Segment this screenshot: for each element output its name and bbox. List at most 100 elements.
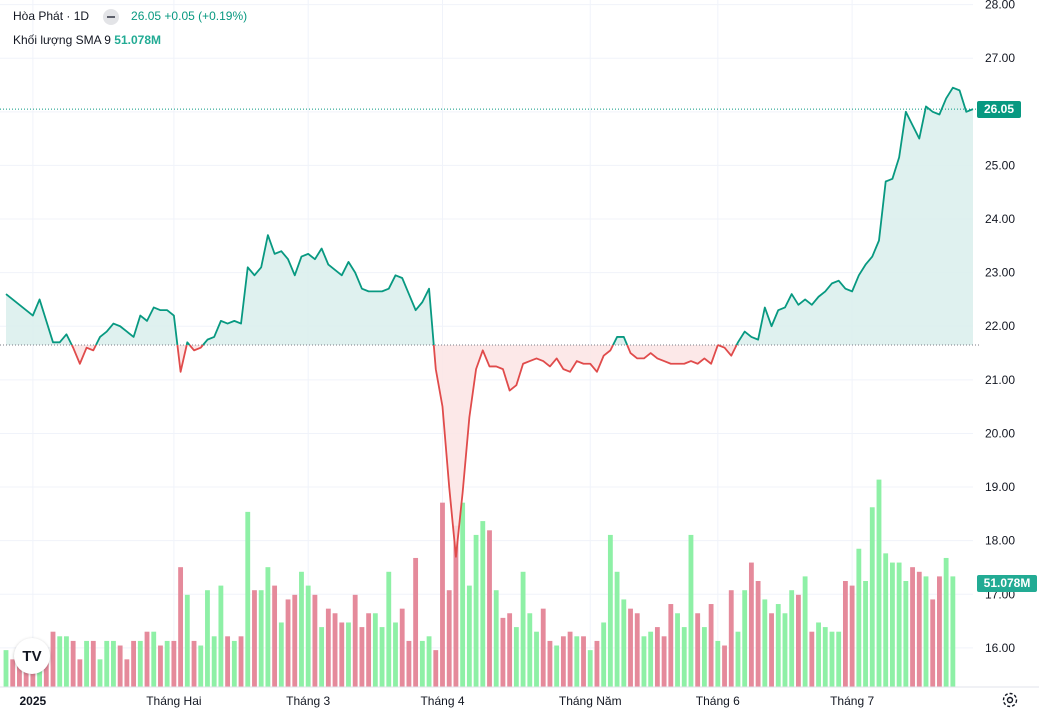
volume-bar [661,636,667,687]
volume-bar [769,613,774,687]
volume-bar [722,645,727,687]
volume-bar [158,645,163,687]
volume-bar [231,640,237,687]
area-fill-down [189,345,203,351]
volume-bar [715,640,721,687]
volume-bar [748,562,754,687]
volume-bar [473,534,479,687]
volume-bar [453,525,459,687]
volume-value-badge: 51.078M [977,575,1037,592]
volume-bar [782,613,788,687]
volume-bar [675,613,680,687]
gear-icon[interactable] [1000,690,1020,710]
volume-bar [856,548,862,687]
volume-legend[interactable]: Khối lượng SMA 9 51.078M [13,33,161,47]
volume-bar [433,650,439,687]
volume-bar [628,608,633,687]
volume-bar [634,613,640,687]
volume-bar [876,479,882,687]
volume-bar [238,636,244,687]
volume-bar [104,640,110,687]
volume-bar [614,571,620,687]
symbol-name[interactable]: Hòa Phát · 1D [13,9,90,24]
volume-bar [3,650,9,687]
volume-bar [211,636,217,687]
volume-bar [97,659,103,687]
volume-bar [426,636,432,687]
volume-bar [164,640,170,687]
volume-bar [789,590,795,687]
price-line-up [612,336,628,346]
volume-bar [903,581,909,687]
price-line-down [71,344,97,365]
y-tick-label: 16.00 [985,641,1015,655]
volume-bar [57,636,63,687]
y-tick-label: 21.00 [985,373,1015,387]
area-fill-down [627,345,718,364]
volume-bar [339,622,345,687]
volume-bar [460,502,466,687]
volume-bar [346,622,351,687]
x-tick-label: Tháng 6 [696,694,740,708]
volume-bar [184,594,190,687]
y-tick-label: 19.00 [985,480,1015,494]
volume-bar [352,594,358,687]
volume-bar [601,622,607,687]
volume-bar [413,557,419,687]
volume-bar [930,599,936,687]
volume-bar [299,571,304,687]
volume-bar [278,622,284,687]
price-line [5,86,974,558]
volume-bar [802,576,808,687]
volume-bar [594,640,600,687]
volume-bar [305,585,311,687]
volume-bar [795,594,801,687]
area-fill-down [433,345,614,557]
last-price-value: 26.05 [131,9,162,24]
volume-bar [896,562,902,687]
x-tick-label: Tháng Năm [559,694,622,708]
volume-bar [487,530,492,687]
volume-bar [809,631,815,687]
volume-bar [225,636,231,687]
price-line-up [202,234,435,346]
volume-bar [567,631,573,687]
volume-bar [607,534,613,687]
volume-bar [863,581,868,687]
time-axis[interactable]: 2025 Tháng Hai Tháng 3 Tháng 4 Tháng Năm Thán… [0,686,1039,708]
volume-bar [393,622,398,687]
collapse-legend-icon[interactable] [103,9,120,25]
volume-bar [755,581,761,687]
x-tick-label: Tháng 4 [420,694,464,708]
volume-bar [84,640,90,687]
volume-bar [359,627,365,687]
volume-bar [144,631,150,687]
volume-bar [124,659,130,687]
symbol-legend[interactable]: Hòa Phát · 1D 26.05 +0.05 (+0.19%) [13,9,247,25]
price-change-value: +0.05 (+0.19%) [164,9,248,24]
volume-bar [916,571,922,687]
volume-bar [574,636,580,687]
volume-bar [742,590,748,687]
volume-bar [386,571,392,687]
volume-bar [581,636,586,687]
price-line-down [432,344,614,558]
volume-bars [3,479,956,687]
volume-bar [43,654,49,687]
volume-indicator-label[interactable]: Khối lượng SMA 9 [13,33,111,47]
volume-bar [366,613,372,687]
volume-bar [641,636,647,687]
volume-bar [406,640,412,687]
tradingview-logo[interactable]: TV [14,638,50,674]
volume-bar [775,604,781,687]
volume-bar [621,599,627,687]
volume-bar [292,594,298,687]
volume-bar [151,631,157,687]
y-tick-label: 27.00 [985,51,1015,65]
price-line-down [626,344,719,365]
volume-bar [910,567,915,687]
price-axis[interactable]: 28.0027.0026.0025.0024.0023.0022.0021.00… [985,0,1015,655]
volume-bar [836,631,842,687]
area-fill-up [736,87,973,345]
